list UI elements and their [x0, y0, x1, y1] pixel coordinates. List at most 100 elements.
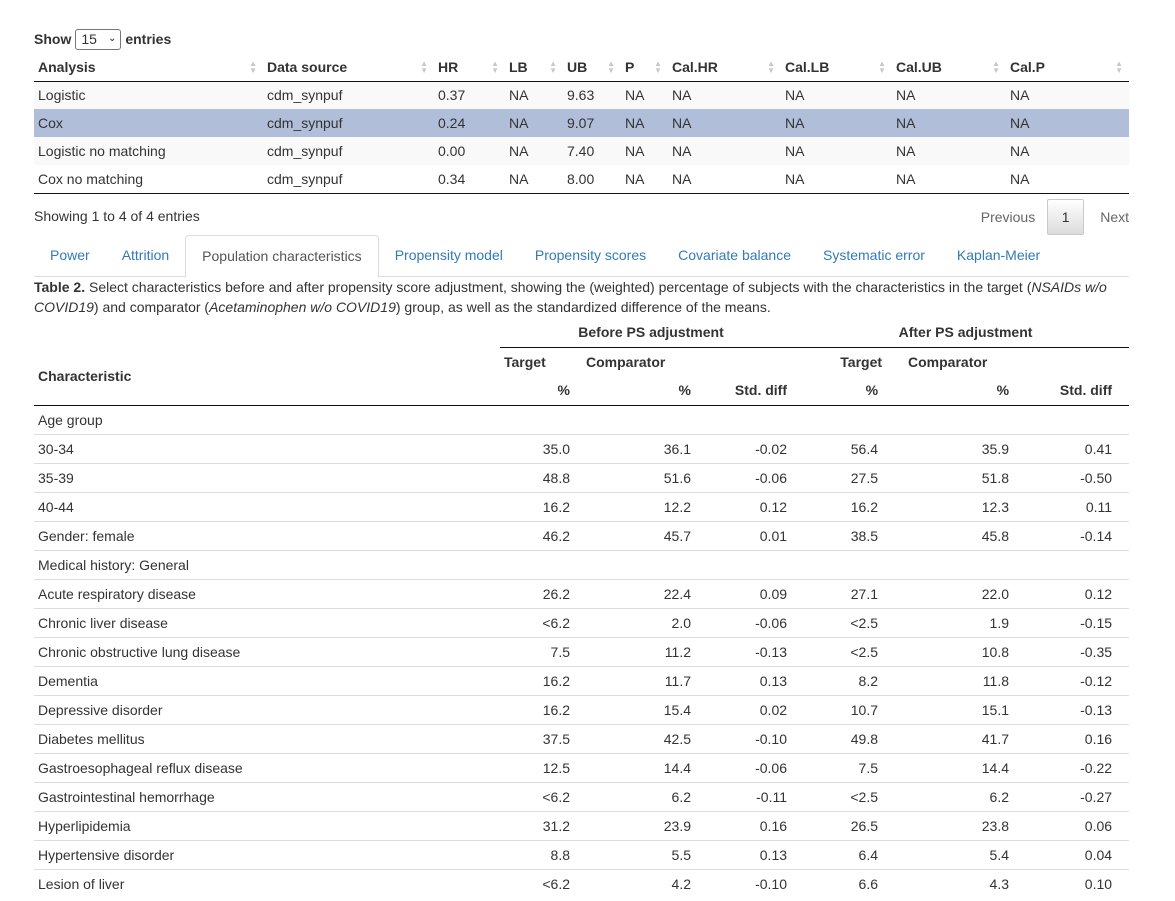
tab-kaplan-meier[interactable]: Kaplan-Meier: [956, 247, 1041, 263]
characteristic-row: 40-44 16.2 12.2 0.12 16.2 12.3 0.11: [34, 491, 1130, 521]
table-row[interactable]: Logistic cdm_synpuf 0.37 NA 9.63 NA NA NA NA NA: [34, 81, 1129, 109]
previous-button[interactable]: Previous: [980, 209, 1036, 225]
characteristic-value: -0.10: [715, 868, 803, 898]
characteristic-value: 1.9: [904, 607, 1039, 637]
characteristic-label: Gastroesophageal reflux disease: [34, 752, 500, 782]
characteristic-value: 45.7: [582, 520, 715, 550]
characteristic-value: 15.4: [582, 694, 715, 724]
after-comparator-pct-header: %: [904, 376, 1039, 406]
characteristic-value: -0.06: [715, 607, 803, 637]
tab-population-characteristics[interactable]: Population characteristics: [185, 235, 379, 278]
column-header-label: LB: [509, 58, 528, 75]
characteristic-value: 38.5: [802, 520, 905, 550]
before-target-pct-header: %: [500, 376, 582, 406]
sort-icon: ▲ ▼: [878, 59, 886, 75]
table-row[interactable]: Cox cdm_synpuf 0.24 NA 9.07 NA NA NA NA NA: [34, 109, 1129, 137]
caption-label: Table 2.: [34, 279, 86, 295]
characteristic-value: 5.4: [904, 839, 1039, 869]
table-cell: NA: [892, 109, 1006, 137]
entries-select-value: 15: [81, 31, 97, 47]
table-cell: NA: [621, 165, 668, 194]
characteristic-value: [582, 404, 715, 434]
before-comparator-header: Comparator: [586, 353, 666, 370]
table-cell: NA: [892, 137, 1006, 165]
page-1-button[interactable]: 1: [1047, 199, 1085, 235]
table-cell: 8.00: [563, 165, 621, 194]
tab-systematic-error[interactable]: Systematic error: [823, 247, 925, 263]
characteristic-label: Gender: female: [34, 520, 500, 550]
characteristic-label: Dementia: [34, 665, 500, 695]
next-button[interactable]: Next: [1100, 209, 1129, 225]
characteristic-value: 46.2: [500, 520, 582, 550]
table-cell: NA: [668, 81, 781, 109]
characteristic-value: 37.5: [500, 723, 582, 753]
characteristic-value: 35.9: [904, 433, 1039, 463]
tab-propensity-model[interactable]: Propensity model: [394, 247, 503, 263]
characteristic-value: 7.5: [802, 752, 905, 782]
column-header-cal-ub[interactable]: Cal.UB ▲ ▼: [892, 53, 1006, 82]
tab-covariate-balance[interactable]: Covariate balance: [678, 247, 791, 263]
results-body: Logistic cdm_synpuf 0.37 NA 9.63 NA NA NA NA NA Co…: [34, 81, 1129, 194]
entries-select[interactable]: 15 ⌄: [75, 28, 122, 50]
column-header-p[interactable]: P ▲ ▼: [621, 53, 668, 82]
characteristic-row: Gastrointestinal hemorrhage <6.2 6.2 -0.11 <…: [34, 781, 1130, 811]
characteristic-value: -0.35: [1038, 636, 1130, 666]
column-header-cal-p[interactable]: Cal.P ▲ ▼: [1006, 53, 1129, 82]
column-header-cal-hr[interactable]: Cal.HR ▲ ▼: [668, 53, 781, 82]
column-header-label: Data source: [267, 58, 348, 75]
results-header-row: Analysis ▲ ▼ Data source ▲ ▼ HR ▲ ▼ LB ▲ ▼ UB ▲ ▼ P ▲ ▼ Ca…: [34, 53, 1129, 82]
characteristic-value: <2.5: [802, 781, 905, 811]
characteristic-value: 12.2: [582, 491, 715, 521]
column-header-hr[interactable]: HR ▲ ▼: [434, 53, 505, 82]
characteristic-value: 0.04: [1038, 839, 1130, 869]
characteristic-label: Medical history: General: [34, 549, 500, 579]
characteristic-header: Characteristic: [34, 347, 500, 406]
characteristic-value: <2.5: [802, 636, 905, 666]
column-header-lb[interactable]: LB ▲ ▼: [505, 53, 563, 82]
table-cell: Logistic: [34, 81, 263, 109]
characteristic-value: 16.2: [500, 491, 582, 521]
table-cell: NA: [1006, 137, 1129, 165]
table-cell: Cox no matching: [34, 165, 263, 194]
characteristic-value: <6.2: [500, 781, 582, 811]
characteristics-body: Age group 30-34 35.0 36.1 -0.02 56.4 35.9 0.41 3…: [34, 404, 1130, 898]
characteristic-value: 45.8: [904, 520, 1039, 550]
column-header-label: P: [625, 58, 635, 75]
length-control: Show 15 ⌄ entries: [34, 27, 171, 51]
tab-power[interactable]: Power: [50, 247, 90, 263]
characteristic-value: [904, 404, 1039, 434]
characteristic-row: Chronic obstructive lung disease 7.5 11.2-…: [34, 636, 1130, 666]
characteristic-value: [500, 549, 582, 579]
column-header-data-source[interactable]: Data source ▲ ▼: [263, 53, 434, 82]
table-cell: NA: [668, 109, 781, 137]
sort-icon: ▲ ▼: [249, 59, 257, 75]
sort-icon: ▲ ▼: [491, 59, 499, 75]
after-comparator-header: Comparator: [908, 353, 988, 370]
sort-icon: ▲ ▼: [992, 59, 1000, 75]
characteristic-value: 0.06: [1038, 810, 1130, 840]
column-header-cal-lb[interactable]: Cal.LB ▲ ▼: [781, 53, 892, 82]
column-header-analysis[interactable]: Analysis ▲ ▼: [34, 53, 263, 82]
characteristic-value: [904, 549, 1039, 579]
tab-attrition[interactable]: Attrition: [121, 247, 170, 263]
column-header-label: UB: [567, 58, 588, 75]
sort-icon: ▲ ▼: [1115, 59, 1123, 75]
characteristic-value: 0.41: [1038, 433, 1130, 463]
characteristic-value: [500, 404, 582, 434]
table-row[interactable]: Cox no matching cdm_synpuf 0.34 NA 8.00 NA NA N…: [34, 165, 1129, 194]
characteristic-value: 0.12: [715, 491, 803, 521]
characteristic-value: <6.2: [500, 868, 582, 898]
characteristic-value: [802, 404, 905, 434]
column-header-ub[interactable]: UB ▲ ▼: [563, 53, 621, 82]
table-row[interactable]: Logistic no matching cdm_synpuf 0.00 NA 7.40…: [34, 137, 1129, 165]
characteristic-value: 6.4: [802, 839, 905, 869]
tab-propensity-scores[interactable]: Propensity scores: [534, 247, 647, 263]
table-cell: cdm_synpuf: [263, 81, 434, 109]
characteristic-value: 51.6: [582, 462, 715, 492]
results-table: Analysis ▲ ▼ Data source ▲ ▼ HR ▲ ▼ LB ▲ ▼ UB ▲ ▼ P ▲ ▼ Ca…: [34, 53, 1129, 194]
characteristic-value: 6.2: [582, 781, 715, 811]
tab-bar: Power Attrition Population characteristics…: [34, 235, 1129, 278]
characteristic-label: 40-44: [34, 491, 500, 521]
characteristic-value: 0.13: [715, 839, 803, 869]
table-cell: NA: [781, 81, 892, 109]
